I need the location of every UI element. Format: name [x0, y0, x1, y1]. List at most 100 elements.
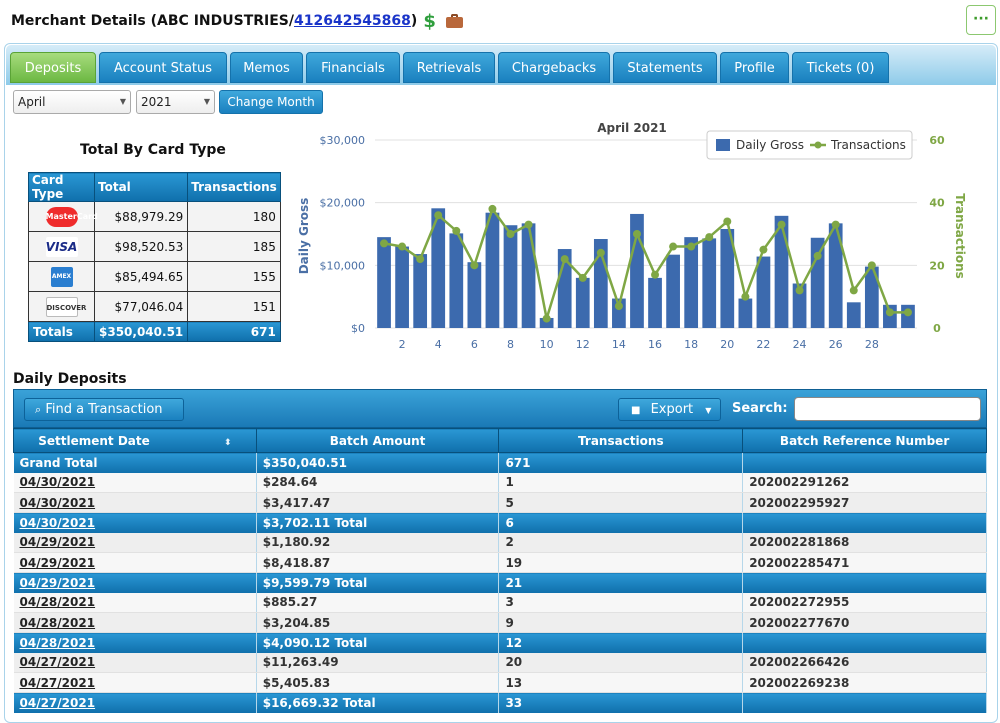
y-tick-label: $0 [351, 322, 365, 335]
chevron-down-icon: ▼ [203, 97, 210, 106]
chevron-down-icon: ▼ [705, 406, 712, 415]
line-point [560, 255, 569, 264]
tab-tickets[interactable]: Tickets (0) [792, 52, 889, 83]
card-total: $77,046.04 [93, 291, 189, 322]
deposits-table: Settlement Date ⬍ Batch Amount Transacti… [13, 428, 987, 713]
y-axis-label: Daily Gross [297, 198, 311, 275]
legend-label: Transactions [830, 138, 906, 152]
cell-transactions: 3 [498, 592, 744, 613]
tab-account-status[interactable]: Account Status [99, 52, 227, 83]
cell-date: 04/30/2021 [13, 512, 257, 533]
grid-toolbar: ⌕ Find a Transaction ■ Export ▼ Search: [13, 389, 987, 428]
x-tick-label: 6 [471, 338, 478, 351]
merchant-id-link[interactable]: 412642545868 [294, 13, 411, 29]
cell-amount: $3,204.85 [256, 612, 500, 633]
bar [467, 262, 482, 328]
x-tick-label: 20 [720, 338, 734, 351]
card-type-title: Total By Card Type [80, 142, 226, 158]
tab-retrievals[interactable]: Retrievals [403, 52, 495, 83]
x-tick-label: 28 [865, 338, 879, 351]
bar [377, 237, 391, 328]
year-select[interactable]: 2021 ▼ [136, 90, 215, 114]
export-button[interactable]: ■ Export ▼ [618, 398, 721, 421]
page-title-suffix: ) [410, 13, 418, 29]
cell-amount: $8,418.87 [256, 552, 500, 573]
briefcase-icon[interactable] [445, 14, 463, 28]
cell-date[interactable]: 04/30/2021 [13, 492, 257, 513]
bar [810, 237, 825, 328]
search-input[interactable] [794, 397, 981, 421]
tab-memos[interactable]: Memos [230, 52, 303, 83]
line-point [795, 286, 804, 295]
year-select-value: 2021 [141, 95, 172, 109]
bar [756, 256, 771, 328]
line-point [596, 248, 605, 257]
save-icon: ■ [631, 405, 641, 416]
column-header-settlement-date[interactable]: Settlement Date ⬍ [13, 428, 257, 453]
line-point [506, 230, 515, 238]
line-point [849, 286, 858, 295]
cell-date[interactable]: 04/28/2021 [13, 612, 257, 633]
more-options-button[interactable]: ··· [966, 5, 996, 35]
cell-transactions: 9 [498, 612, 744, 633]
line-point [488, 204, 497, 213]
tab-chargebacks[interactable]: Chargebacks [498, 52, 610, 83]
column-header[interactable]: Batch Amount [255, 428, 500, 453]
subtotal-row: 04/28/2021 $4,090.12 Total 12 [13, 632, 987, 653]
legend-label: Daily Gross [736, 138, 804, 152]
totals-row: Totals $350,040.51 671 [28, 321, 281, 342]
grand-total-label: Grand Total [13, 452, 257, 473]
bar [738, 298, 753, 328]
y-tick-label: $30,000 [320, 134, 366, 147]
bar [883, 304, 897, 328]
cell-date[interactable]: 04/28/2021 [13, 592, 257, 613]
line-point [705, 233, 714, 242]
card-total: $88,979.29 [93, 201, 189, 232]
bar [503, 225, 518, 328]
cell-amount: $16,669.32 Total [256, 692, 500, 713]
table-row: 04/27/2021 $11,263.49 20 202002266426 [13, 652, 987, 673]
tab-profile[interactable]: Profile [720, 52, 789, 83]
legend-box [706, 130, 913, 160]
bar [702, 238, 717, 328]
totals-total: $350,040.51 [93, 321, 189, 342]
y2-tick-label: 40 [929, 197, 945, 210]
bar [864, 266, 879, 328]
tab-deposits[interactable]: Deposits [10, 52, 96, 83]
cell-date[interactable]: 04/29/2021 [13, 552, 257, 573]
tab-financials[interactable]: Financials [306, 52, 400, 83]
line-point [578, 273, 587, 282]
tab-bar: Deposits Account Status Memos Financials… [6, 45, 996, 85]
subtotal-row: 04/27/2021 $16,669.32 Total 33 [13, 692, 987, 713]
x-tick-label: 2 [399, 338, 406, 351]
cell-amount: $1,180.92 [256, 532, 500, 553]
cell-transactions: 12 [498, 632, 744, 653]
cell-ref: 202002269238 [742, 672, 987, 693]
bar [575, 277, 590, 328]
line-point [470, 261, 479, 270]
change-month-button[interactable]: Change Month [219, 90, 323, 114]
totals-transactions: 671 [187, 321, 281, 342]
column-header[interactable]: Transactions [498, 428, 744, 453]
tab-statements[interactable]: Statements [613, 52, 717, 83]
column-header[interactable]: Batch Reference Number [742, 428, 987, 453]
table-row: 04/28/2021 $3,204.85 9 202002277670 [13, 612, 987, 633]
line-point [398, 242, 407, 251]
find-transaction-button[interactable]: ⌕ Find a Transaction [24, 398, 184, 421]
table-row: 04/28/2021 $885.27 3 202002272955 [13, 592, 987, 613]
card-total: $85,494.65 [93, 261, 189, 292]
line-point [903, 308, 912, 317]
dollar-icon[interactable]: $ [423, 10, 436, 32]
cell-date[interactable]: 04/30/2021 [13, 472, 257, 493]
cell-ref: 202002272955 [742, 592, 987, 613]
sort-icon[interactable]: ⬍ [223, 437, 232, 448]
month-select[interactable]: April ▼ [13, 90, 131, 114]
cell-transactions: 19 [498, 552, 744, 573]
cell-date[interactable]: 04/29/2021 [13, 532, 257, 553]
table-row: AMEX $85,494.65 155 [28, 261, 281, 292]
x-tick-label: 12 [576, 338, 590, 351]
column-header: Transactions [187, 172, 281, 202]
cell-date[interactable]: 04/27/2021 [13, 672, 257, 693]
visa-logo: VISA [45, 236, 78, 257]
cell-date[interactable]: 04/27/2021 [13, 652, 257, 673]
